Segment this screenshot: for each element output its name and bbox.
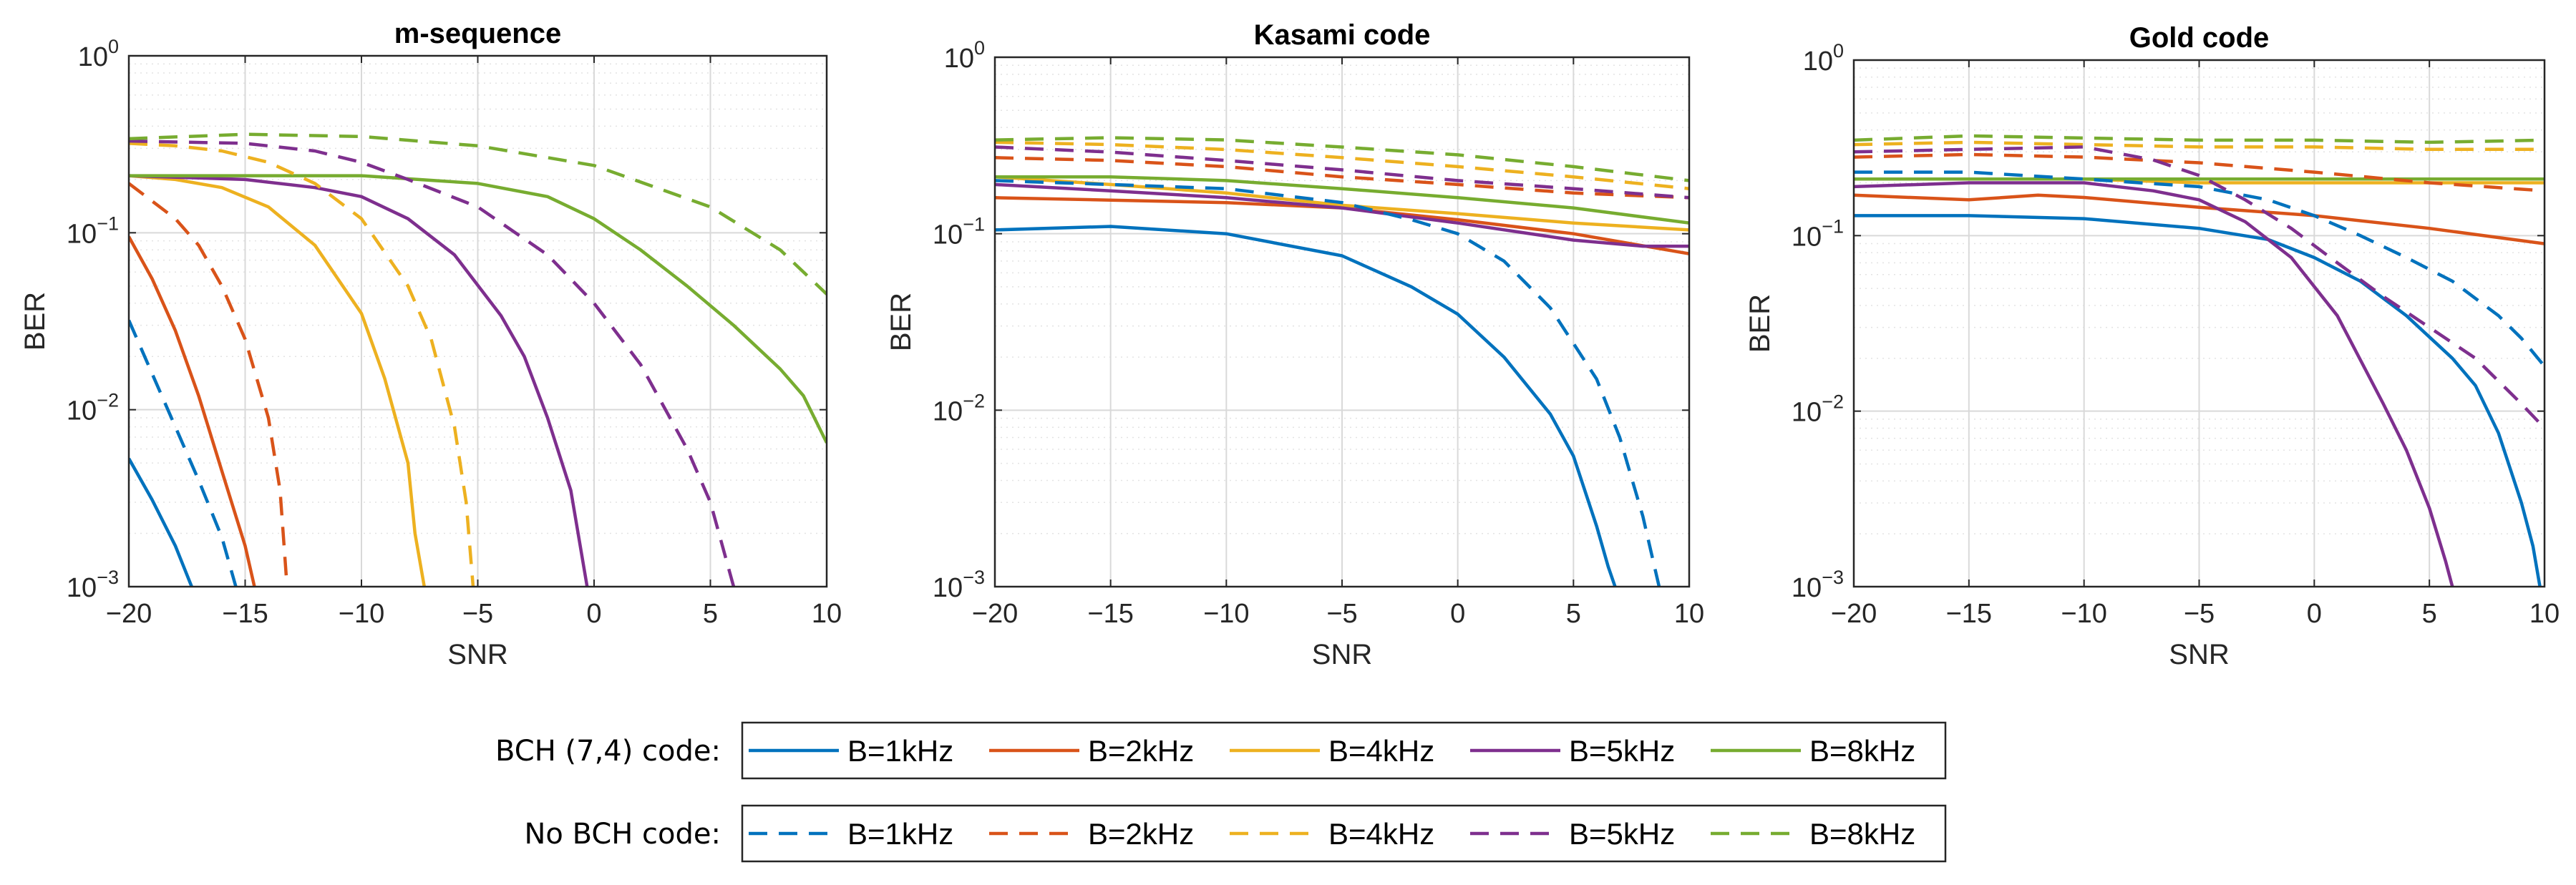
x-axis-label: SNR — [447, 639, 507, 670]
series-group — [995, 136, 1689, 587]
legend-entry-label: B=1kHz — [847, 734, 953, 768]
legend-row-label: No BCH code: — [524, 818, 721, 851]
legend-entry-label: B=5kHz — [1569, 734, 1675, 768]
series-line — [129, 139, 736, 587]
x-tick-label: 0 — [2307, 599, 2322, 629]
x-tick-label: 10 — [2529, 599, 2560, 629]
series-line — [129, 174, 427, 587]
series-line — [129, 132, 827, 295]
chart-panels: −20 −15 −10 −5 0 5 1010010−110−210−3m-sequence… — [19, 18, 2560, 670]
x-tick-label: 10 — [812, 599, 842, 629]
series-line — [995, 179, 1661, 587]
legend-entry-label: B=8kHz — [1809, 817, 1915, 851]
x-tick-label: −5 — [1326, 599, 1357, 629]
legend-row-no-bch: No BCH code: B=1kHz B=2kHz B=4kHz B=5kHz B=8k… — [524, 804, 1947, 863]
series-line — [995, 175, 1689, 232]
y-tick-label: 10−2 — [67, 390, 119, 426]
legend-entry-label: B=8kHz — [1809, 734, 1915, 768]
x-tick-label: −20 — [972, 599, 1018, 629]
chart-title: Gold code — [2129, 22, 2270, 54]
x-tick-label: −10 — [1203, 599, 1249, 629]
y-tick-label: 10−3 — [67, 567, 119, 603]
x-axis-label: SNR — [1312, 639, 1372, 670]
series-line — [995, 225, 1617, 587]
series-line — [1854, 134, 2545, 145]
series-group — [1854, 134, 2545, 587]
x-tick-label: 10 — [1674, 599, 1704, 629]
chart-title: Kasami code — [1254, 19, 1431, 51]
x-tick-label: −15 — [222, 599, 268, 629]
series-line — [129, 319, 238, 587]
x-tick-label: −20 — [106, 599, 152, 629]
y-axis-label: BER — [885, 293, 917, 351]
y-tick-label: 10−1 — [933, 214, 985, 250]
y-axis-label: BER — [19, 292, 51, 351]
legend-entry-label: B=2kHz — [1088, 734, 1194, 768]
y-tick-label: 10−2 — [933, 390, 985, 426]
series-line — [1854, 193, 2545, 245]
legend-row-bch: BCH (7,4) code: B=1kHz B=2kHz B=4kHz B=5kHz B… — [495, 721, 1947, 780]
series-line — [129, 182, 289, 587]
y-tick-label: 100 — [78, 36, 119, 72]
y-tick-label: 10−1 — [1792, 215, 1844, 252]
y-tick-label: 100 — [944, 37, 985, 74]
series-group — [129, 132, 827, 587]
y-tick-label: 10−2 — [1792, 391, 1844, 428]
y-tick-label: 10−1 — [67, 212, 119, 249]
series-line — [1854, 181, 2454, 587]
x-tick-label: −20 — [1831, 599, 1877, 629]
series-line — [1854, 140, 2545, 152]
legend-entry-label: B=1kHz — [847, 817, 953, 851]
y-tick-label: 10−3 — [1792, 567, 1844, 603]
chart-panel: −20 −15 −10 −5 0 5 10 100 10−1 10−2 10−3 m-sequence… — [19, 18, 842, 670]
series-line — [1854, 170, 2545, 368]
series-line — [129, 142, 475, 587]
chart-panel: −20 −15 −10 −5 0 5 10 100 10−1 10−2 10−3 Gold code S… — [1744, 22, 2560, 670]
x-tick-label: 5 — [1566, 599, 1581, 629]
chart-panel: −20 −15 −10 −5 0 5 10 100 10−1 10−2 10−3 Kasami cod… — [885, 19, 1704, 670]
x-tick-label: 5 — [703, 599, 718, 629]
x-tick-label: −5 — [462, 599, 493, 629]
x-tick-label: 0 — [586, 599, 601, 629]
chart-title: m-sequence — [394, 18, 561, 49]
x-tick-label: −10 — [2061, 599, 2106, 629]
x-axis-label: SNR — [2169, 639, 2229, 670]
series-line — [1854, 145, 2545, 429]
x-tick-label: −15 — [1087, 599, 1133, 629]
x-tick-label: −10 — [339, 599, 384, 629]
series-line — [995, 156, 1689, 200]
x-tick-label: 5 — [2422, 599, 2437, 629]
legend-entry-label: B=5kHz — [1569, 817, 1675, 851]
x-tick-label: −15 — [1946, 599, 1992, 629]
series-line — [129, 457, 193, 587]
series-line — [129, 235, 256, 587]
series-line — [129, 174, 589, 587]
legend: BCH (7,4) code: B=1kHz B=2kHz B=4kHz B=5kHz B… — [495, 721, 1947, 863]
legend-entry-label: B=4kHz — [1328, 734, 1434, 768]
y-tick-label: 10−3 — [933, 567, 985, 603]
series-line — [995, 136, 1689, 182]
series-line — [1854, 214, 2542, 587]
legend-entry-label: B=4kHz — [1328, 817, 1434, 851]
legend-row-label: BCH (7,4) code: — [495, 735, 721, 768]
x-tick-label: −5 — [2184, 599, 2215, 629]
y-tick-label: 100 — [1803, 40, 1844, 77]
x-tick-label: 0 — [1450, 599, 1465, 629]
y-axis-label: BER — [1744, 294, 1776, 353]
legend-entry-label: B=2kHz — [1088, 817, 1194, 851]
series-line — [129, 174, 827, 444]
series-line — [1854, 152, 2545, 192]
series-line — [995, 175, 1689, 225]
series-line — [995, 145, 1689, 200]
series-line — [995, 140, 1689, 190]
